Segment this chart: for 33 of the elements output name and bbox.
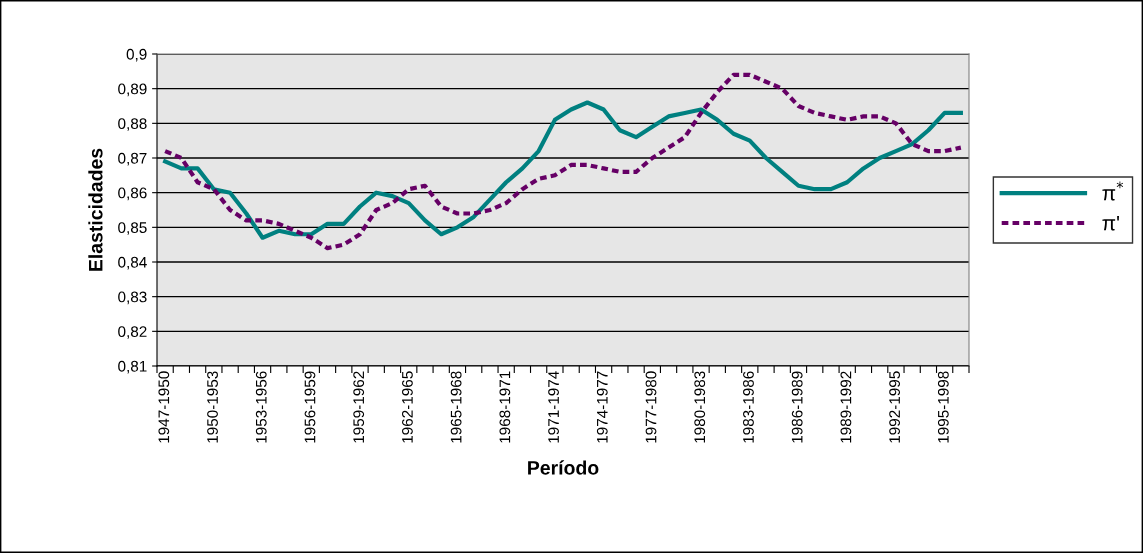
- line-series: [163, 100, 963, 240]
- x-tick-label: 1986-1989: [791, 371, 803, 443]
- x-tick-label: 1977-1980: [645, 371, 657, 443]
- x-axis-title: Período: [528, 460, 599, 475]
- legend-label: π': [1102, 215, 1119, 231]
- y-tick-label: 0,84: [118, 256, 147, 270]
- y-tick-label: 0,88: [118, 118, 147, 131]
- x-tick-label: 1959-1962: [353, 371, 365, 443]
- legend-label: π$^{*}$: [1102, 181, 1124, 201]
- x-tick-label: 1965-1968: [450, 371, 462, 443]
- x-tick-label: 1971-1974: [548, 371, 559, 443]
- x-tick-label: 1950-1953: [207, 371, 218, 443]
- y-tick-label: 0,85: [118, 222, 147, 235]
- x-tick-label: 1983-1986: [743, 371, 754, 443]
- x-tick-label: 1989-1992: [840, 371, 852, 443]
- y-tick-label: 0,9: [126, 48, 147, 62]
- y-tick-label: 0,81: [118, 360, 147, 374]
- x-tick-label: 1995-1998: [937, 371, 949, 443]
- y-tick-label: 0,89: [118, 83, 147, 97]
- x-tick-label: 1947-1950: [158, 371, 170, 443]
- line-series: [163, 72, 963, 251]
- y-axis-title: Elasticidades: [88, 148, 103, 271]
- y-tick-label: 0,87: [118, 152, 147, 166]
- x-tick-label: 1968-1971: [499, 371, 511, 443]
- y-tick-label: 0,83: [118, 291, 147, 305]
- x-tick-label: 1956-1959: [304, 371, 316, 443]
- x-tick-label: 1974-1977: [596, 371, 608, 443]
- y-tick-label: 0,82: [118, 326, 147, 339]
- x-tick-label: 1953-1956: [255, 371, 267, 443]
- y-tick-label: 0,86: [118, 187, 147, 201]
- x-tick-label: 1962-1965: [402, 371, 413, 443]
- x-tick-label: 1992-1995: [889, 371, 901, 443]
- x-tick-label: 1980-1983: [694, 371, 706, 443]
